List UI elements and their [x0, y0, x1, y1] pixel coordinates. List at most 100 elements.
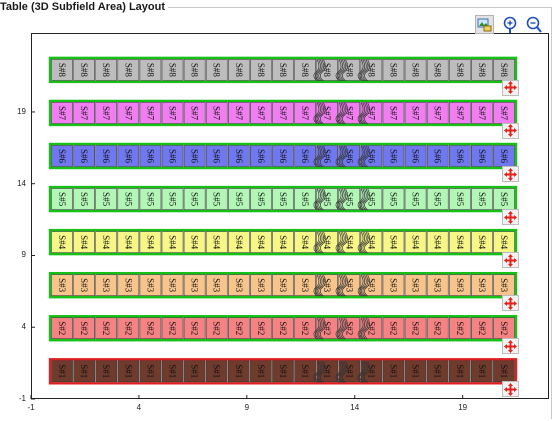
- move-row-button[interactable]: [502, 166, 519, 182]
- subfield-cell: [73, 317, 95, 340]
- subfield-cell: [426, 274, 449, 296]
- cell-label: S#1: [344, 364, 354, 378]
- cell-label: S#6: [190, 149, 200, 164]
- cell-label: S#7: [168, 106, 178, 121]
- subfield-cell: [183, 145, 206, 167]
- cell-label: S#2: [278, 321, 288, 335]
- move-row-button[interactable]: [502, 252, 519, 269]
- subfield-cell: [51, 188, 73, 210]
- subfield-row[interactable]: S#8 S#8 S#8 S#8 S#8 S#8 S#8 S#8 S#8 S#8 S#8 S#8 S#8 S…: [48, 56, 518, 84]
- hatch-stroke: [313, 361, 320, 383]
- cell-label: S#4: [278, 235, 288, 250]
- hatch-stroke: [357, 231, 364, 254]
- row-border: [48, 271, 518, 299]
- zoom-in-icon[interactable]: [500, 15, 519, 34]
- subfield-cell: [382, 231, 405, 253]
- cell-label: S#5: [344, 192, 354, 207]
- hatch-stroke: [359, 318, 366, 340]
- cell-label: S#4: [344, 235, 354, 250]
- cell-label: S#1: [388, 364, 398, 378]
- hatch-stroke: [335, 231, 342, 254]
- move-row-button[interactable]: [502, 381, 519, 398]
- subfield-cell: [205, 360, 228, 383]
- cell-label: S#8: [499, 63, 509, 78]
- subfield-cell: [250, 145, 272, 167]
- x-tick-label: 19: [458, 403, 468, 412]
- hatch-stroke: [313, 318, 320, 340]
- zoom-out-icon[interactable]: [524, 15, 543, 34]
- cell-label: S#7: [256, 106, 266, 121]
- hatch-stroke: [315, 145, 321, 168]
- cell-label: S#2: [79, 321, 89, 335]
- cell-label: S#5: [101, 192, 111, 207]
- move-row-button[interactable]: [502, 295, 519, 312]
- cell-label: S#4: [499, 235, 509, 250]
- subfield-cell: [51, 231, 73, 253]
- subfield-cell: [294, 274, 316, 296]
- subfield-row[interactable]: S#3 S#3 S#3 S#3 S#3 S#3 S#3 S#3 S#3 S#3 S#3 S#3 S#3 S…: [48, 271, 518, 299]
- move-row-button[interactable]: [502, 122, 519, 139]
- hatch-stroke: [313, 145, 320, 168]
- subfield-row[interactable]: S#2 S#2 S#2 S#2 S#2 S#2 S#2 S#2 S#2 S#2 S#2 S#2 S#2 S…: [48, 315, 518, 342]
- hatch-stroke: [319, 231, 326, 254]
- hatch-stroke: [342, 275, 348, 297]
- subfield-cell: [205, 145, 228, 167]
- cell-label: S#7: [366, 106, 376, 121]
- subfield-cell: [448, 188, 471, 210]
- cell-label: S#6: [123, 149, 133, 164]
- move-row-button[interactable]: [502, 209, 519, 226]
- subfield-cell: [183, 317, 206, 340]
- image-export-icon[interactable]: [475, 15, 494, 34]
- cell-label: S#8: [300, 63, 310, 78]
- hatch-stroke: [362, 145, 369, 168]
- hatch-stroke: [318, 59, 325, 82]
- subfield-cell: [471, 145, 493, 167]
- move-arrows-icon: [504, 167, 517, 181]
- hatch-stroke: [342, 361, 348, 383]
- subfield-cell: [95, 59, 118, 81]
- subfield-cell: [139, 231, 162, 253]
- cell-label: S#7: [499, 106, 509, 121]
- subfield-row[interactable]: S#4 S#4 S#4 S#4 S#4 S#4 S#4 S#4 S#4 S#4 S#4 S#4 S#4 S…: [48, 228, 518, 256]
- hatch-stroke: [313, 188, 320, 211]
- move-row-button[interactable]: [502, 338, 519, 355]
- cell-label: S#6: [168, 149, 178, 164]
- hatch-stroke: [338, 318, 345, 340]
- hatch-stroke: [360, 188, 367, 211]
- hatch-stroke: [338, 102, 345, 125]
- cell-label: S#8: [278, 63, 288, 78]
- subfield-cell: [183, 274, 206, 296]
- cell-label: S#7: [322, 106, 332, 121]
- cell-label: S#5: [477, 192, 487, 207]
- subfield-row[interactable]: S#5 S#5 S#5 S#5 S#5 S#5 S#5 S#5 S#5 S#5 S#5 S#5 S#5 S…: [48, 185, 518, 213]
- cell-label: S#4: [256, 235, 266, 250]
- hatch-stroke: [337, 59, 343, 82]
- x-tick-label: 9: [244, 403, 250, 412]
- hatch-stroke: [360, 59, 367, 82]
- hatch-stroke: [313, 102, 320, 125]
- cell-label: S#1: [101, 364, 111, 378]
- cell-label: S#7: [433, 106, 443, 121]
- cell-label: S#2: [57, 321, 67, 335]
- hatch-stroke: [315, 318, 321, 340]
- subfield-cell: [117, 102, 140, 124]
- subfield-cell: [73, 188, 95, 210]
- hatch-stroke: [319, 318, 326, 340]
- move-row-button[interactable]: [502, 79, 519, 96]
- subfield-row[interactable]: S#6 S#6 S#6 S#6 S#6 S#6 S#6 S#6 S#6 S#6 S#6 S#6 S#6 S…: [48, 142, 518, 170]
- subfield-row[interactable]: S#1 S#1 S#1 S#1 S#1 S#1 S#1 S#1 S#1 S#1 S#1 S#1 S#1 S…: [48, 358, 518, 385]
- subfield-cell: [471, 317, 493, 340]
- cell-label: S#1: [278, 364, 288, 378]
- cell-label: S#2: [101, 321, 111, 335]
- subfield-row[interactable]: S#7 S#7 S#7 S#7 S#7 S#7 S#7 S#7 S#7 S#7 S#7 S#7 S#7 S…: [48, 99, 518, 127]
- subfield-cell: [404, 102, 427, 124]
- subfield-cell: [117, 274, 140, 296]
- cell-label: S#4: [101, 235, 111, 250]
- hatch-stroke: [338, 361, 345, 383]
- subfield-cell: [95, 317, 118, 340]
- cell-label: S#6: [278, 149, 288, 164]
- subfield-cell: [250, 274, 272, 296]
- cell-label: S#8: [256, 63, 266, 78]
- cell-label: S#7: [145, 106, 155, 121]
